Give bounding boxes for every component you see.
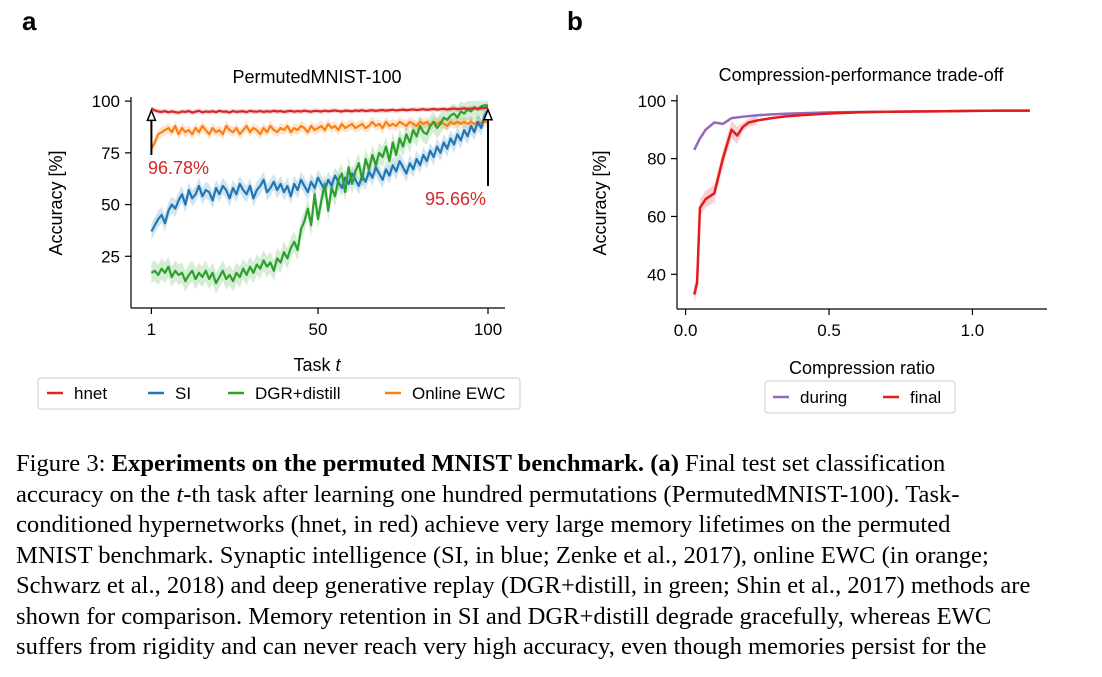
xtick-label-1: 1 [147,320,156,339]
figure-caption: Figure 3: Experiments on the permuted MN… [16,449,1102,663]
arrow-head-task-100 [482,107,494,121]
chart-a-plot-area [150,101,489,294]
panel-b-chart: Compression-performance trade-off 40 60 80… [590,65,1047,414]
band-si [151,101,488,240]
figure: a b PermutedMNIST-100 25 50 75 100 1 50 100 Ta… [22,6,1047,414]
ytick-b-label-100: 100 [638,92,666,111]
chart-b-ylabel: Accuracy [%] [590,150,610,255]
band-dgr-distill [151,101,488,294]
caption-line-7: suffers from rigidity and can never reac… [16,633,987,660]
chart-b-xlabel: Compression ratio [789,358,935,378]
caption-bold-title: Experiments on the permuted MNIST benchm… [111,450,645,477]
ytick-label-50: 50 [101,196,120,215]
chart-b-title: Compression-performance trade-off [719,65,1005,85]
series-line-final [692,109,1030,295]
chart-a-legend: hnet SI DGR+distill Online EWC [37,377,521,410]
chart-a-ylabel: Accuracy [%] [46,150,66,255]
band-online-ewc [151,116,488,154]
caption-line-2: accuracy on the t-th task after learning… [16,480,1102,511]
caption-sub-a: (a) [650,450,679,477]
caption-line-2-post: -th task after learning one hundred perm… [183,480,960,508]
caption-var-t: t [176,480,184,508]
legend-label-online-ewc: Online EWC [412,384,506,403]
series-line-hnet [150,106,489,114]
caption-line-1-rest: Final test set classification [678,450,946,477]
caption-line-1: Figure 3: Experiments on the permuted MN… [16,449,1102,480]
panel-a-chart: PermutedMNIST-100 25 50 75 100 1 50 100 Task t… [37,67,521,410]
legend-label-dgr-distill: DGR+distill [255,384,341,403]
ytick-label-25: 25 [101,247,120,266]
series-line-dgr-distill [150,104,489,285]
chart-a-xlabel: Task t [293,355,341,375]
arrow-head-task-1 [146,108,157,122]
caption-line-4: MNIST benchmark. Synaptic intelligence (… [16,541,989,569]
ytick-b-label-60: 60 [647,207,666,226]
chart-b-plot-area [692,109,1030,304]
legend-label-si: SI [175,384,191,403]
caption-label: Figure 3: [16,450,112,477]
chart-a-ticks: 25 50 75 100 1 50 100 [92,92,503,339]
panel-a-label: a [22,6,37,36]
series-line-during [693,109,1030,151]
xtick-label-50: 50 [309,320,328,339]
caption-line-3: conditioned hypernetworks (hnet, in red)… [16,511,951,538]
caption-line-5: Schwarz et al., 2018) and deep generativ… [16,572,1031,599]
xtick-b-label-0: 0.0 [674,321,698,340]
legend-a-box [37,377,521,410]
ytick-label-75: 75 [101,144,120,163]
xtick-b-label-1: 0.5 [817,321,841,340]
ytick-b-label-40: 40 [647,265,666,284]
legend-label-hnet: hnet [74,384,107,403]
legend-b-box [764,380,956,414]
panel-b-label: b [567,6,583,36]
chart-a-annotations: 96.78% 95.66% [146,107,494,209]
caption-line-2-pre: accuracy on the [16,480,177,508]
xtick-b-label-2: 1.0 [961,321,985,340]
legend-b-label-during: during [800,388,847,407]
chart-b-legend: during final [764,380,956,414]
series-line-si [150,109,489,232]
ytick-b-label-80: 80 [647,150,666,169]
ytick-label-100: 100 [92,92,120,111]
xtick-label-100: 100 [474,320,502,339]
annotation-task-100: 95.66% [425,189,486,209]
caption-line-6: shown for comparison. Memory retention i… [16,602,992,630]
chart-b-ticks: 40 60 80 100 0.0 0.5 1.0 [638,92,985,340]
band-final [694,116,758,304]
chart-a-title: PermutedMNIST-100 [232,67,401,87]
legend-b-label-final: final [910,388,941,407]
annotation-task-1: 96.78% [148,158,209,178]
